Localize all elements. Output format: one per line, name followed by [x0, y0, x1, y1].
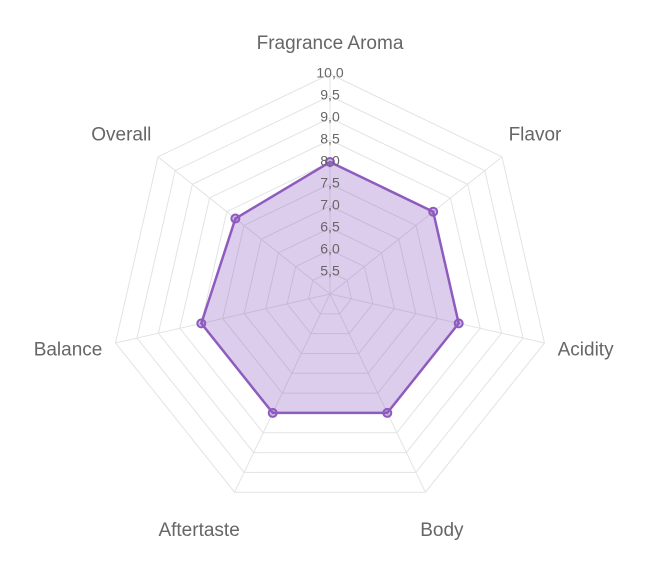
category-label: Body — [420, 520, 464, 541]
category-label: Aftertaste — [158, 520, 239, 541]
data-point — [428, 206, 439, 217]
category-label: Overall — [91, 125, 151, 146]
grid-line — [308, 271, 352, 315]
axis-line — [157, 156, 331, 295]
tick-label: 8,5 — [320, 131, 340, 147]
category-label: Balance — [34, 340, 103, 361]
grid-line — [265, 227, 395, 354]
tick-label: 7,5 — [320, 175, 340, 191]
axis-line — [115, 293, 331, 344]
data-point — [382, 407, 393, 418]
grid-line — [136, 95, 524, 473]
tick-label: 5,5 — [320, 263, 340, 279]
data-point — [453, 318, 464, 329]
category-label: Acidity — [558, 340, 614, 361]
tick-label: 9,5 — [320, 87, 340, 103]
axis-line — [329, 293, 545, 344]
grid-line — [179, 139, 481, 434]
data-point — [196, 318, 207, 329]
data-area — [199, 160, 461, 415]
category-label: Flavor — [509, 125, 562, 146]
grid-line — [222, 183, 438, 394]
data-point — [230, 213, 241, 224]
data-point — [267, 407, 278, 418]
axis-line — [329, 293, 426, 493]
grid-line — [157, 117, 503, 454]
axis-line — [234, 293, 331, 493]
tick-label: 9,0 — [320, 109, 340, 125]
data-point — [325, 157, 335, 167]
tick-label: 7,0 — [320, 197, 340, 213]
tick-label: 8,0 — [320, 153, 340, 169]
category-label: Fragrance Aroma — [257, 33, 404, 54]
grid-line — [114, 73, 546, 493]
tick-label: 6,5 — [320, 219, 340, 235]
grid-line — [243, 205, 417, 374]
grid-line — [286, 249, 374, 335]
axis-line — [329, 156, 503, 295]
tick-label: 6,0 — [320, 241, 340, 257]
tick-label: 10,0 — [316, 65, 343, 81]
